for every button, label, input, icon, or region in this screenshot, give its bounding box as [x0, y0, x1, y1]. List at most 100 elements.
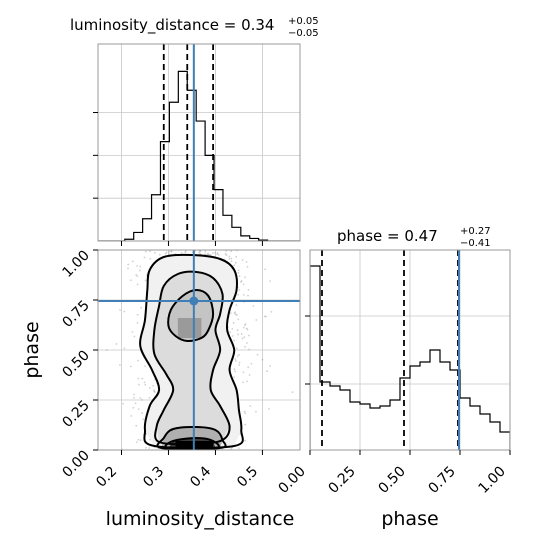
scatter-point	[261, 358, 264, 361]
scatter-point	[233, 339, 236, 342]
scatter-point	[234, 311, 237, 314]
scatter-point	[234, 261, 237, 264]
scatter-point	[180, 251, 183, 254]
scatter-point	[244, 345, 246, 348]
scatter-point	[237, 271, 240, 274]
scatter-point	[291, 391, 294, 394]
scatter-point	[148, 396, 151, 399]
scatter-point	[242, 381, 245, 384]
hist-phase-xtick-label: 1.00	[475, 464, 508, 497]
scatter-point	[255, 319, 258, 321]
contour-panel: 0.2 0.3 0.4 0.5 0.00 0.25 0.50 0.75 1.00 luminos…	[21, 248, 301, 530]
scatter-point	[229, 331, 232, 334]
contour-lines	[139, 253, 244, 450]
hist-luminosity-panel: luminosity_distance = 0.34 +0.05 −0.05	[70, 16, 319, 246]
scatter-point	[230, 257, 233, 260]
scatter-point	[153, 390, 156, 393]
scatter-point	[158, 253, 161, 256]
scatter-point	[252, 305, 255, 307]
scatter-point	[246, 328, 249, 331]
scatter-point	[250, 362, 253, 365]
contour-line-bottom-a	[156, 425, 227, 450]
scatter-point	[170, 250, 173, 253]
scatter-point	[115, 343, 118, 345]
contour-line-mid	[152, 270, 231, 446]
scatter-point	[269, 365, 272, 367]
scatter-point	[242, 293, 245, 296]
hist-luminosity-frame	[97, 43, 301, 242]
scatter-point	[235, 255, 238, 258]
hist-luminosity-title: luminosity_distance = 0.34	[70, 16, 274, 35]
scatter-point	[230, 250, 233, 253]
scatter-point	[142, 418, 145, 421]
contour-line-bottom-b	[164, 436, 220, 450]
scatter-point	[263, 315, 266, 318]
scatter-point	[230, 447, 233, 450]
hist-phase-panel: phase = 0.47 +0.27 −0.41 0.00 0.25 0.50 0.7…	[275, 226, 511, 530]
contour-ytick-label: 0.25	[59, 398, 92, 431]
scatter-point	[130, 279, 132, 282]
scatter-point	[243, 324, 246, 327]
scatter-point	[244, 439, 247, 442]
scatter-point	[237, 447, 240, 450]
scatter-point	[122, 402, 124, 405]
scatter-point	[134, 402, 137, 405]
scatter-point	[243, 326, 245, 329]
hist-phase-steps	[310, 265, 510, 450]
scatter-point	[270, 310, 273, 313]
hist-phase-title: phase = 0.47	[337, 227, 438, 245]
scatter-point	[216, 251, 219, 254]
scatter-point	[204, 253, 207, 256]
scatter-point	[86, 400, 88, 402]
scatter-point	[136, 264, 139, 267]
scatter-point	[234, 359, 237, 362]
scatter-point	[164, 252, 167, 255]
hist-phase-grid	[309, 250, 511, 450]
hist-luminosity-steps	[98, 70, 300, 241]
scatter-point	[184, 251, 187, 254]
scatter-point	[237, 318, 240, 321]
scatter-point	[238, 353, 241, 356]
contour-xlabel: luminosity_distance	[106, 508, 295, 530]
scatter-point	[184, 250, 187, 253]
scatter-point	[245, 261, 248, 263]
scatter-point	[149, 257, 152, 260]
scatter-point	[247, 294, 249, 297]
scatter-point	[241, 259, 244, 261]
scatter-point	[133, 335, 136, 338]
scatter-point	[230, 260, 233, 263]
scatter-point	[228, 257, 231, 260]
scatter-point	[209, 254, 212, 256]
scatter-point	[139, 265, 142, 268]
scatter-point	[141, 412, 143, 414]
scatter-point	[244, 276, 246, 279]
scatter-point	[143, 256, 146, 259]
scatter-point	[137, 408, 140, 411]
scatter-point	[130, 415, 133, 417]
scatter-point	[137, 359, 139, 362]
scatter-point	[136, 322, 139, 324]
scatter-point	[269, 280, 272, 282]
scatter-point	[231, 335, 234, 337]
scatter-point	[137, 377, 140, 380]
contour-density-fill	[140, 255, 242, 450]
scatter-point	[244, 423, 247, 426]
scatter-point	[138, 269, 141, 272]
scatter-point	[233, 368, 236, 371]
scatter-point	[152, 384, 155, 387]
scatter-point	[246, 265, 249, 268]
scatter-point	[132, 406, 135, 409]
contour-xtick-label: 0.3	[140, 464, 167, 491]
scatter-point	[246, 380, 248, 383]
hist-phase-title-minus: −0.41	[460, 238, 491, 249]
contour-truth-marker	[189, 296, 199, 306]
scatter-point	[207, 253, 210, 256]
scatter-point	[224, 253, 227, 255]
scatter-point	[123, 310, 126, 313]
scatter-point	[149, 250, 152, 253]
scatter-point	[255, 410, 257, 413]
scatter-point	[248, 334, 250, 337]
scatter-point	[240, 333, 243, 335]
hist-phase-xtick-label: 0.50	[375, 464, 408, 497]
scatter-point	[235, 314, 238, 316]
